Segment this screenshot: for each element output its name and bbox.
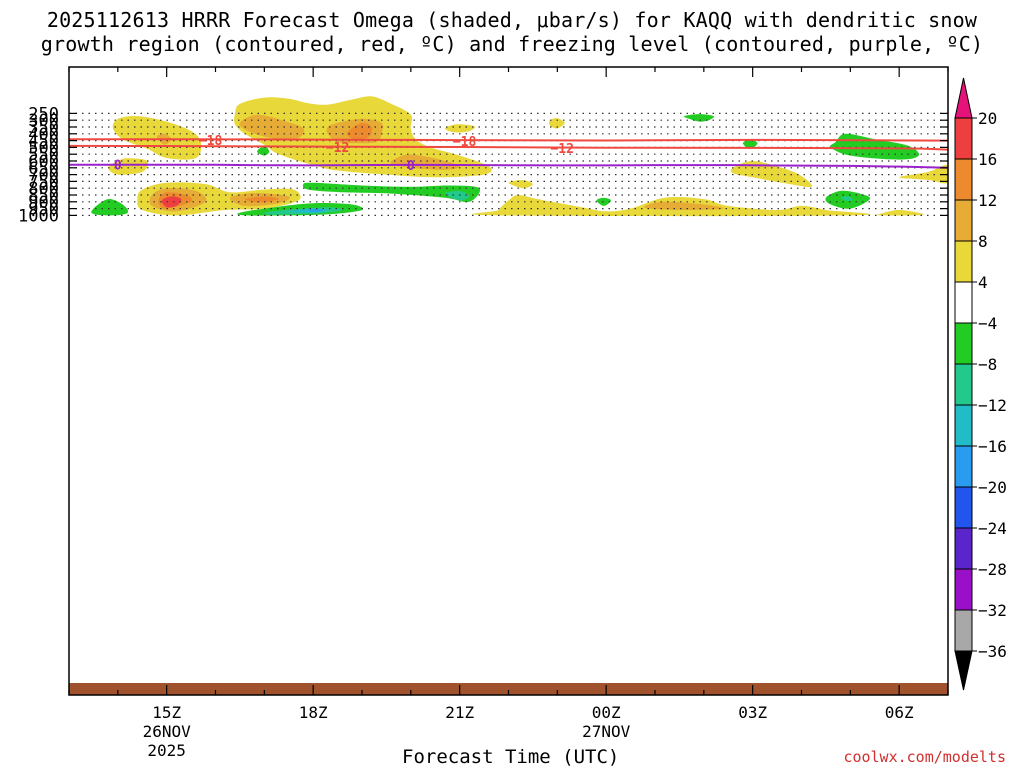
- omega-pos4-small-22z: [508, 179, 533, 189]
- omega-pos12-low-17z: [244, 196, 280, 203]
- colorbar-top-arrow: [954, 77, 973, 119]
- omega-neg16-bottom-18z: [308, 209, 324, 213]
- colorbar-label-0: 20: [978, 109, 997, 128]
- ytick-label-400: 400: [28, 125, 59, 145]
- ytick-label-750: 750: [28, 172, 59, 192]
- colorbar-band-5: [954, 322, 973, 365]
- colorbar-band-10: [954, 527, 973, 570]
- ytick-label-350: 350: [28, 118, 59, 138]
- colorbar-label-10: −24: [978, 519, 1007, 538]
- ytick-label-500: 500: [28, 138, 59, 158]
- ytick-label-300: 300: [28, 111, 59, 131]
- ytick-label-650: 650: [28, 159, 59, 179]
- freezing-level-0-label-1: 0: [407, 159, 415, 174]
- colorbar-label-2: 12: [978, 191, 997, 210]
- dgz-minus12-label-0: −12: [326, 141, 349, 156]
- xtick-label-03Z: 03Z: [738, 703, 767, 722]
- omega-shading: [91, 96, 948, 217]
- colorbar-label-6: −8: [978, 355, 997, 374]
- chart-title: 2025112613 HRRR Forecast Omega (shaded, …: [46, 8, 978, 32]
- ytick-label-600: 600: [28, 152, 59, 172]
- ground-strip: [69, 683, 948, 695]
- omega-pos4-low-left: [108, 158, 149, 175]
- omega-pos4-bottom-06z: [876, 210, 925, 216]
- omega-pos8-lower: [390, 154, 460, 170]
- ytick-label-900: 900: [28, 193, 59, 213]
- omega-neg4-mid-17z: [257, 146, 270, 156]
- colorbar-band-1: [954, 158, 973, 201]
- ytick-label-800: 800: [28, 179, 59, 199]
- colorbar-band-7: [954, 404, 973, 447]
- omega-neg8-low-05z: [840, 196, 853, 202]
- colorbar-band-8: [954, 445, 973, 488]
- colorbar-label-11: −28: [978, 560, 1007, 579]
- omega-neg4-low-19z: [302, 182, 481, 203]
- colorbar-label-7: −12: [978, 396, 1007, 415]
- ytick-label-700: 700: [28, 166, 59, 186]
- colorbar-label-5: −4: [978, 314, 997, 333]
- dgz-minus18-label-0: −18: [199, 134, 223, 149]
- site-credit: coolwx.com/modelts: [843, 748, 1006, 766]
- xtick-label-06Z: 06Z: [885, 703, 914, 722]
- xtick-label-15Z: 15Z: [152, 703, 181, 722]
- freezing-level-0-label-0: 0: [114, 159, 122, 174]
- omega-pos4-small-21z: [444, 124, 475, 133]
- freezing-level-0-line: [69, 163, 948, 169]
- colorbar-band-12: [954, 609, 973, 652]
- colorbar-band-4: [954, 281, 973, 324]
- ytick-label-1000: 1000: [18, 206, 59, 226]
- colorbar-label-13: −36: [978, 642, 1007, 661]
- colorbar-label-1: 16: [978, 150, 997, 169]
- colorbar-label-3: 8: [978, 232, 988, 251]
- xtick-label-00Z: 00Z: [592, 703, 621, 722]
- colorbar-band-6: [954, 363, 973, 406]
- chart-subtitle: growth region (contoured, red, ºC) and f…: [40, 32, 984, 56]
- ytick-label-950: 950: [28, 200, 59, 220]
- omega-pos8-bottom-24z: [643, 201, 724, 210]
- omega-pos4-right-edge: [899, 164, 948, 184]
- omega-pos4-small-23z: [549, 118, 565, 129]
- colorbar-label-4: 4: [978, 273, 988, 292]
- xtick-label-21Z: 21Z: [445, 703, 474, 722]
- colorbar-band-3: [954, 240, 973, 283]
- ytick-label-250: 250: [28, 104, 59, 124]
- omega-neg4-low-left: [91, 199, 129, 216]
- omega-neg4-mid-27z: [742, 139, 758, 149]
- omega-pos16-low-15z: [161, 196, 182, 208]
- xtick-date-00Z: 27NOV: [582, 722, 631, 741]
- colorbar-band-0: [954, 117, 973, 160]
- plot-background: [69, 67, 948, 695]
- colorbar-band-11: [954, 568, 973, 611]
- colorbar-label-12: −32: [978, 601, 1007, 620]
- xtick-year-15Z: 2025: [147, 741, 186, 760]
- xtick-label-18Z: 18Z: [299, 703, 328, 722]
- x-axis-label: Forecast Time (UTC): [402, 746, 620, 768]
- dgz-minus12-line: [69, 144, 948, 151]
- omega-neg8-low-21z: [445, 190, 470, 201]
- colorbar-label-9: −20: [978, 478, 1007, 497]
- xtick-date-15Z: 26NOV: [143, 722, 192, 741]
- colorbar-band-2: [954, 199, 973, 242]
- omega-neg4-low-23z: [596, 197, 612, 206]
- dgz-minus18-line: [69, 138, 948, 142]
- colorbar-band-9: [954, 486, 973, 529]
- dgz-minus12-label-1: −12: [550, 142, 573, 157]
- colorbar-label-8: −16: [978, 437, 1007, 456]
- omega-pos12-core: [346, 122, 373, 140]
- colorbar-bottom-arrow: [954, 650, 973, 691]
- ytick-label-450: 450: [28, 132, 59, 152]
- ytick-label-850: 850: [28, 186, 59, 206]
- ytick-label-550: 550: [28, 145, 59, 165]
